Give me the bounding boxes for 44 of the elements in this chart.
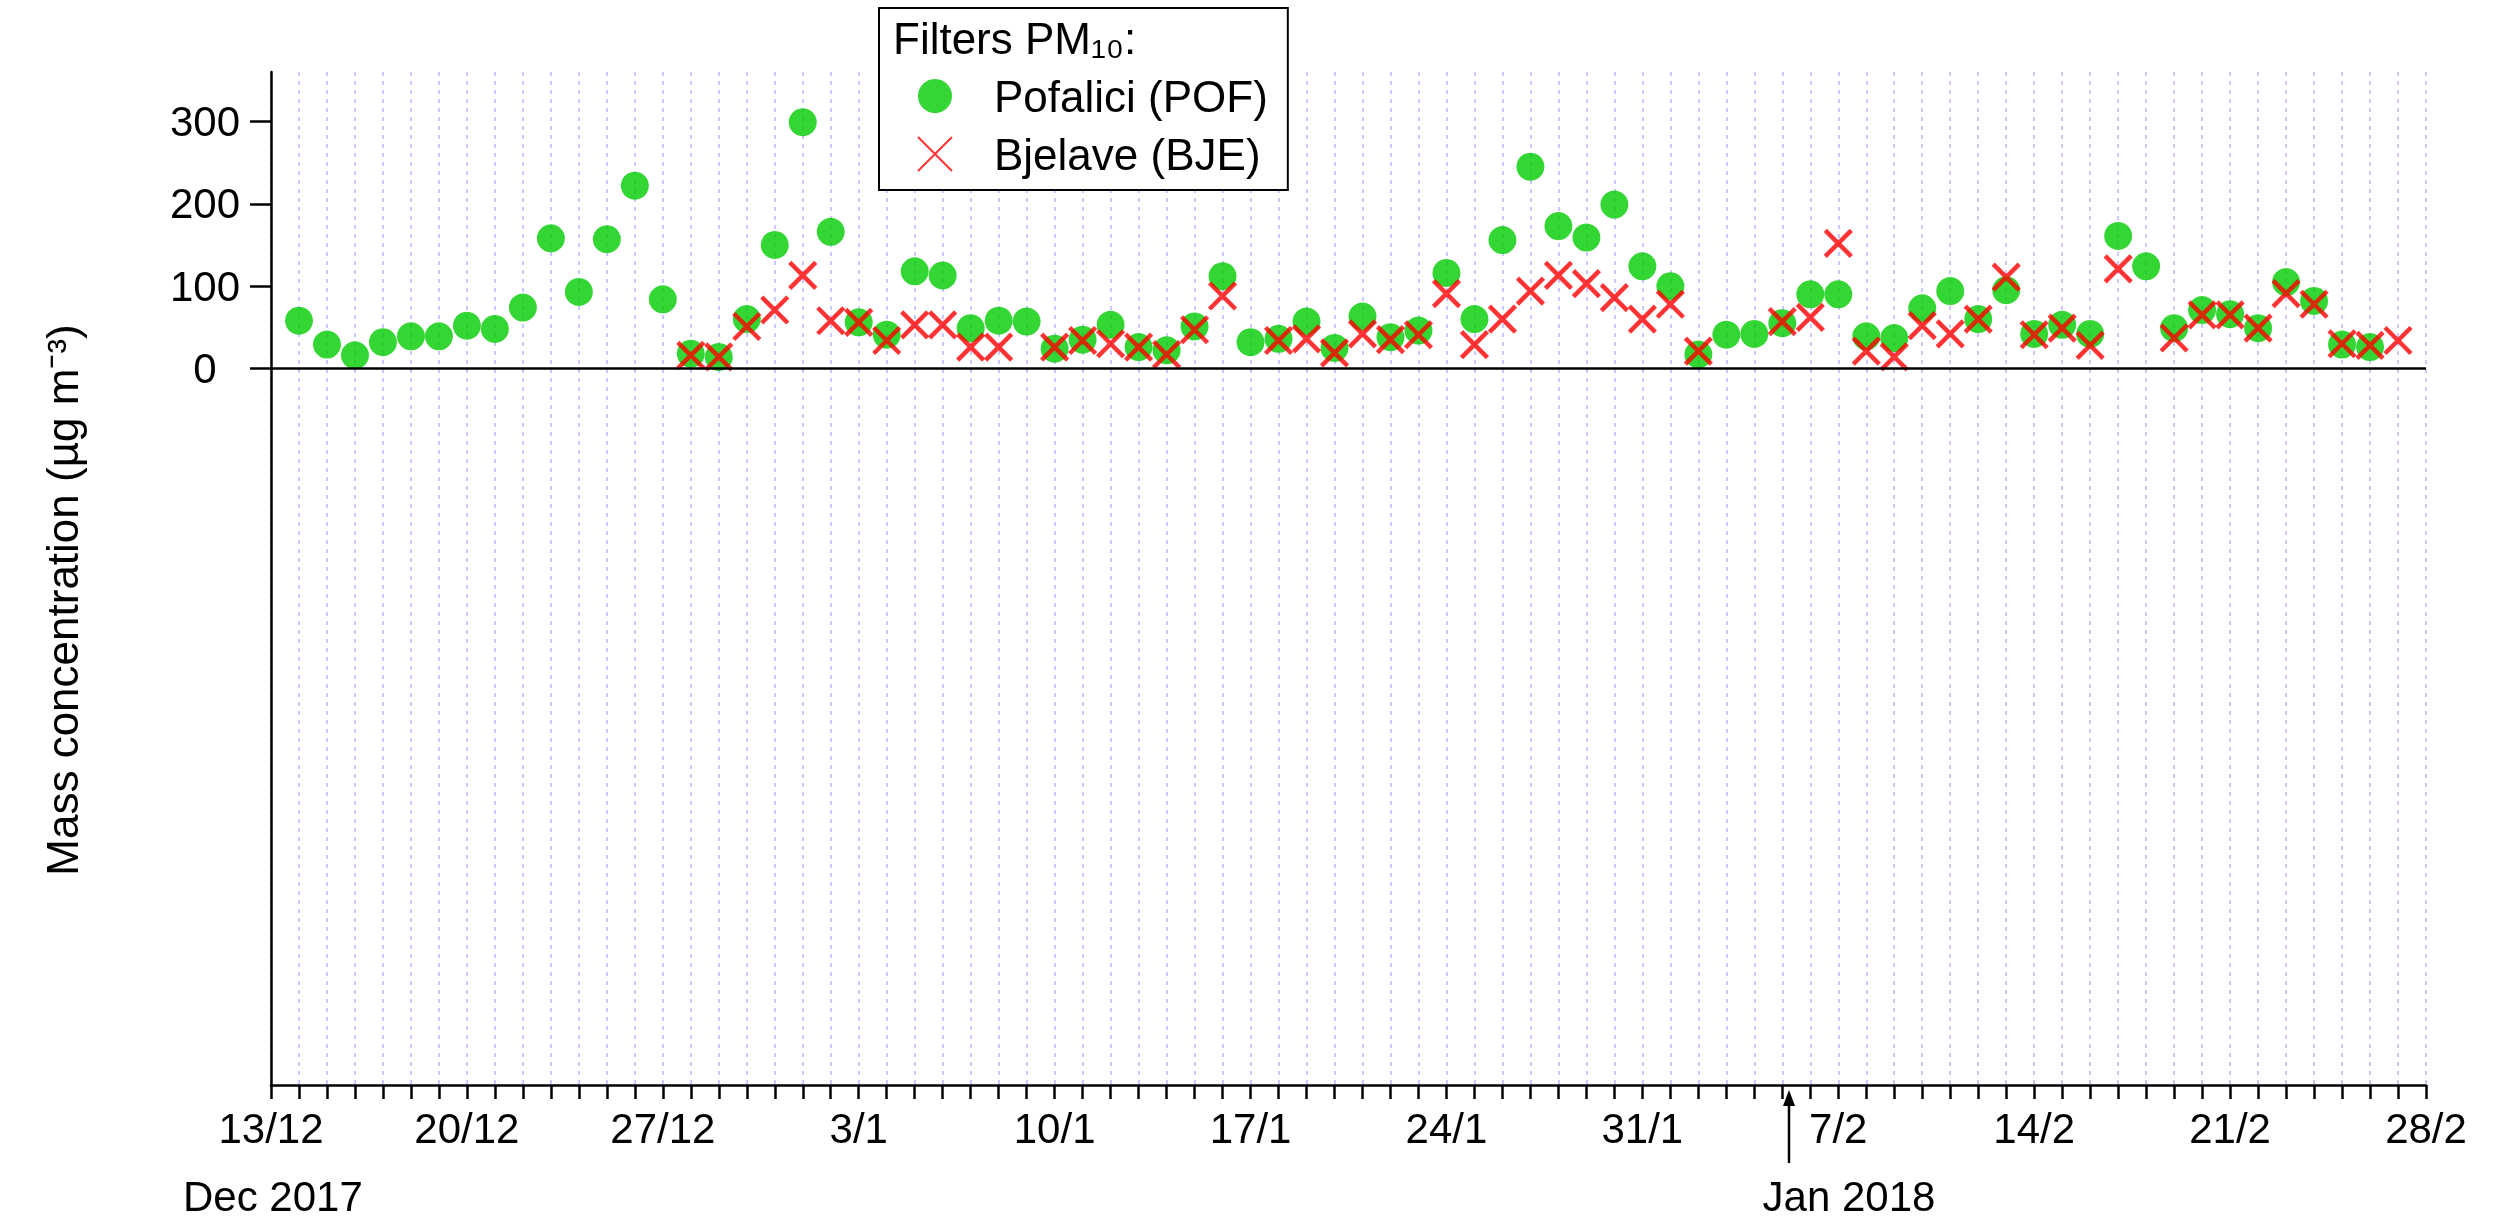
point [927,309,958,341]
y-axis-title: Mass concentration (µg m⁻³) [37,324,87,876]
point [1543,260,1574,291]
x-tick-label: 17/1 [1209,1104,1292,1152]
x-tick-label: 28/2 [2385,1104,2467,1152]
point [1823,228,1854,259]
point [2102,253,2134,285]
y-tick-label: 0 [193,344,217,392]
point [1459,329,1490,360]
point [1934,318,1966,350]
x-tick-label: 20/12 [414,1104,520,1152]
legend-label: Bjelave (BJE) [994,129,1261,179]
point [2382,325,2414,356]
point [1487,303,1518,335]
x-tick-label: 27/12 [610,1104,716,1152]
point [1627,303,1658,335]
point [815,305,846,336]
point [1571,268,1602,299]
point [983,331,1014,363]
text: Jan 2018 [1762,1172,1936,1220]
x-tick-label: 31/1 [1601,1104,1684,1152]
point [787,260,818,291]
text: Dec 2017 [183,1172,363,1220]
point [1179,314,1210,346]
point [1515,275,1546,307]
y-tick-label: 200 [169,180,241,228]
point [1431,278,1462,309]
x-tick-label: 10/1 [1013,1104,1096,1152]
legend-title: Filters PM₁₀: [893,13,1137,63]
y-tick-label: 100 [169,262,241,310]
x-tick-label: 21/2 [2189,1104,2271,1152]
x-tick-label: 7/2 [1809,1104,1868,1152]
x-tick-label: 24/1 [1405,1104,1488,1152]
x-tick-label: 13/12 [218,1104,324,1152]
y-tick-label: 300 [169,97,241,145]
point [1683,335,1714,367]
point [1795,302,1826,333]
x-tick-label: 3/1 [829,1104,888,1152]
point [759,294,791,326]
point [2046,312,2078,344]
legend-label: Pofalici (POF) [994,71,1268,121]
point [1599,282,1630,313]
x-tick-label: 14/2 [1993,1104,2076,1152]
point [899,309,930,341]
